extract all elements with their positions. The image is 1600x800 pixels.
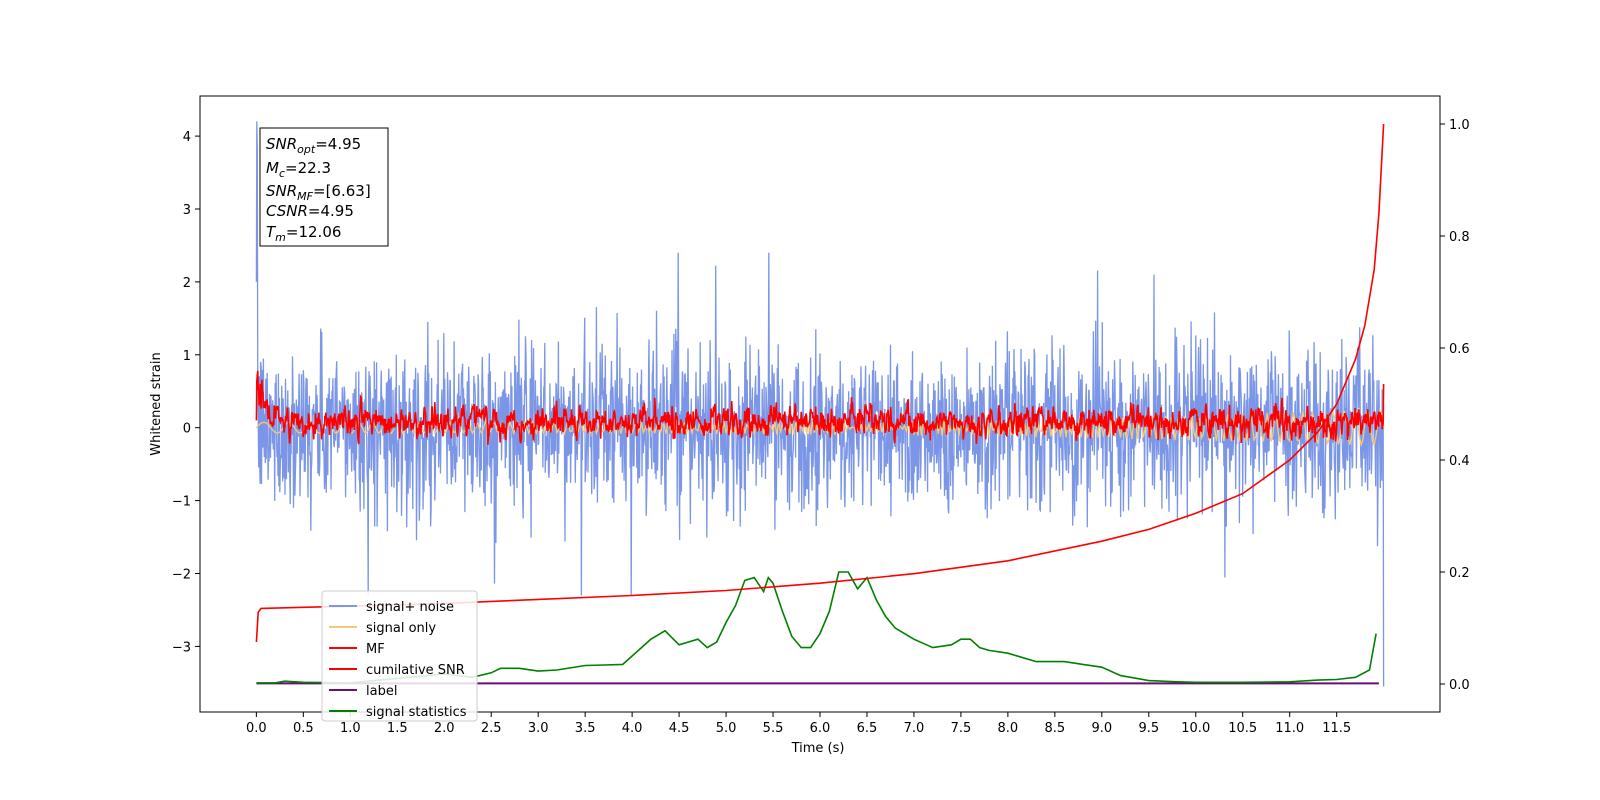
y-left-tick-label: 4 (183, 130, 191, 145)
x-tick-label: 3.5 (575, 721, 596, 736)
y-left-tick-label: −3 (172, 640, 191, 655)
legend-label: label (366, 684, 397, 699)
y-left-tick-label: 2 (183, 276, 191, 291)
legend-label: signal only (366, 621, 436, 636)
info-snr-mf: SNRMF=[6.63] (266, 182, 371, 203)
x-tick-label: 9.5 (1138, 721, 1159, 736)
y-right-tick-label: 1.0 (1449, 118, 1470, 133)
info-snr-opt: SNRopt=4.95 (266, 135, 361, 156)
series-mf-line (255, 370, 1385, 445)
x-tick-label: 1.5 (387, 721, 408, 736)
x-tick-label: 1.0 (340, 721, 361, 736)
x-tick-label: 7.5 (951, 721, 972, 736)
legend-label: signal+ noise (366, 600, 454, 615)
x-tick-label: 9.0 (1091, 721, 1112, 736)
series-signal-statistics-line (256, 571, 1377, 684)
x-tick-label: 3.0 (528, 721, 549, 736)
y-left-tick-label: 1 (183, 349, 191, 364)
legend-label: MF (366, 642, 385, 657)
x-tick-label: 8.0 (998, 721, 1019, 736)
y-right-tick-label: 0.4 (1449, 454, 1470, 469)
info-box-frame (259, 127, 389, 247)
x-tick-label: 11.5 (1322, 721, 1351, 736)
x-tick-label: 2.0 (434, 721, 455, 736)
x-tick-label: 4.0 (622, 721, 643, 736)
info-box: SNRopt=4.95 Mc=22.3 SNRMF=[6.63] CSNR=4.… (259, 127, 389, 247)
y-axis-label: Whitened strain (149, 352, 164, 455)
y-left-tick-label: 3 (183, 203, 191, 218)
info-tm: Tm=12.06 (266, 223, 341, 244)
x-tick-label: 0.5 (293, 721, 314, 736)
x-axis-label: Time (s) (791, 741, 845, 756)
info-mc: Mc=22.3 (266, 159, 331, 180)
x-tick-label: 6.5 (857, 721, 878, 736)
x-tick-label: 5.0 (716, 721, 737, 736)
x-tick-label: 11.0 (1275, 721, 1304, 736)
y-right-tick-label: 0.8 (1449, 230, 1470, 245)
x-axis-ticks: 0.0 0.5 1.0 1.5 2.0 2.5 3.0 3.5 4.0 4.5 5.0 5.5 6.0 6… (246, 712, 1351, 736)
y-left-tick-label: 0 (183, 422, 191, 437)
info-csnr: CSNR=4.95 (266, 202, 354, 220)
y-axis-left-ticks: 4 3 2 1 0 −1 −2 −3 (172, 130, 200, 655)
x-tick-label: 10.5 (1228, 721, 1257, 736)
x-tick-label: 7.0 (904, 721, 925, 736)
y-right-tick-label: 0.2 (1449, 566, 1470, 581)
y-axis-right-ticks: 1.0 0.8 0.6 0.4 0.2 0.0 (1440, 118, 1470, 693)
legend-frame (321, 590, 478, 722)
x-tick-label: 6.0 (810, 721, 831, 736)
y-left-tick-label: −1 (172, 495, 191, 510)
y-right-tick-label: 0.0 (1449, 678, 1470, 693)
x-tick-label: 4.5 (669, 721, 690, 736)
y-left-tick-label: −2 (172, 567, 191, 582)
legend-label: cumilative SNR (366, 663, 465, 678)
x-tick-label: 0.0 (246, 721, 267, 736)
x-tick-label: 5.5 (763, 721, 784, 736)
legend: signal+ noise signal only MF cumilative SNR… (321, 590, 478, 722)
x-tick-label: 10.0 (1181, 721, 1210, 736)
legend-label: signal statistics (366, 705, 467, 720)
y-right-tick-label: 0.6 (1449, 342, 1470, 357)
x-tick-label: 8.5 (1045, 721, 1066, 736)
x-tick-label: 2.5 (481, 721, 502, 736)
